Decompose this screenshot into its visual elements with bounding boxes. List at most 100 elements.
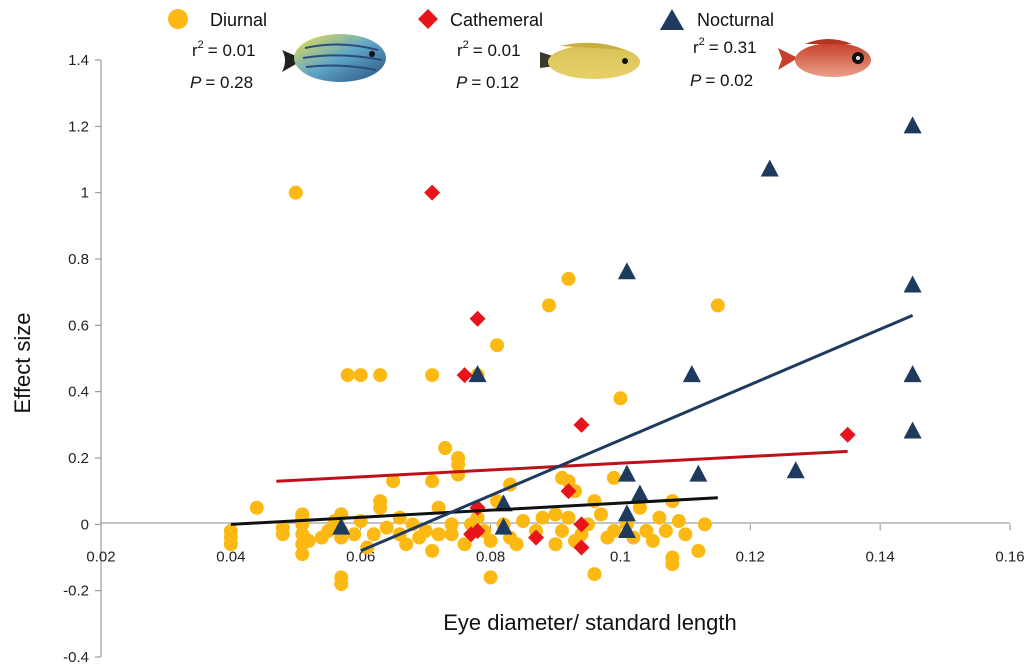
nocturnal-point [332, 517, 351, 535]
nocturnal-point [903, 365, 922, 383]
nocturnal-point [682, 365, 701, 383]
diurnal-point [639, 523, 654, 538]
svg-text:r2= 0.31: r2 = 0.31 [693, 36, 757, 57]
svg-text:P= 0.12: P = 0.12 [456, 73, 519, 92]
cathemeral-point [469, 310, 486, 327]
x-axis-title: Eye diameter/ standard length [443, 610, 737, 635]
svg-text:P= 0.02: P = 0.02 [690, 71, 753, 90]
diurnal-point [574, 527, 589, 542]
svg-text:r2= 0.01: r2 = 0.01 [457, 39, 521, 60]
diurnal-point [593, 507, 608, 522]
diurnal-point [548, 507, 563, 522]
diurnal-point [223, 523, 238, 538]
cathemeral-point [839, 426, 856, 443]
cathemeral-point [528, 529, 545, 546]
diurnal-point [223, 537, 238, 552]
nocturnal-point [617, 464, 636, 482]
diurnal-point [301, 533, 316, 548]
diurnal-point [275, 520, 290, 535]
p-value-diurnal: = 0.28 [205, 73, 253, 92]
nocturnal-point [689, 464, 708, 482]
diurnal-point [561, 510, 576, 525]
diurnal-point [658, 523, 673, 538]
diurnal-point [671, 514, 686, 529]
diurnal-point [606, 523, 621, 538]
diurnal-point [386, 474, 401, 489]
diurnal-point [457, 537, 472, 552]
nocturnal-point [617, 504, 636, 522]
diurnal-point [652, 510, 667, 525]
diurnal-point [379, 520, 394, 535]
x-tick-label: 0.12 [736, 548, 765, 565]
diurnal-point [373, 368, 388, 383]
diurnal-point [483, 533, 498, 548]
p-label-cathemeral: P [456, 73, 468, 92]
nocturnal-point [903, 275, 922, 293]
stats-nocturnal: r2 = 0.31 P = 0.02 [690, 36, 757, 90]
diurnal-point [606, 470, 621, 485]
y-tick-label: 0.8 [68, 251, 89, 268]
cathemeral-point [573, 416, 590, 433]
nocturnal-point [468, 365, 487, 383]
p-value-cathemeral: = 0.12 [471, 73, 519, 92]
nocturnal-point [617, 520, 636, 538]
series-cathemeral-points [424, 184, 856, 556]
diurnal-point [373, 500, 388, 515]
nocturnal-point [494, 517, 513, 535]
diurnal-point [587, 567, 602, 582]
x-tick-label: 0.02 [86, 548, 115, 565]
legend-marker-diurnal [168, 9, 188, 29]
diurnal-point [321, 523, 336, 538]
diurnal-point [561, 271, 576, 286]
legend-label-nocturnal: Nocturnal [697, 10, 774, 30]
diurnal-trend-line [230, 496, 718, 526]
r2-value-nocturnal: = 0.31 [709, 38, 757, 57]
legend-marker-nocturnal [660, 9, 684, 30]
butterflyfish-illustration [540, 42, 640, 79]
legend-label-diurnal: Diurnal [210, 10, 267, 30]
nocturnal-trend-line [360, 314, 914, 553]
legend-label-cathemeral: Cathemeral [450, 10, 543, 30]
diurnal-point [353, 368, 368, 383]
diurnal-point [548, 537, 563, 552]
x-tick-label: 0.04 [216, 548, 245, 565]
x-tick-label: 0.16 [995, 548, 1024, 565]
diurnal-point [470, 510, 485, 525]
r2-value-diurnal: = 0.01 [208, 41, 256, 60]
diurnal-point [418, 523, 433, 538]
diurnal-point [334, 577, 349, 592]
diurnal-point [561, 474, 576, 489]
nocturnal-point [630, 484, 649, 502]
diurnal-point [697, 517, 712, 532]
diurnal-point [392, 510, 407, 525]
cathemeral-point [573, 516, 590, 533]
diurnal-point [438, 441, 453, 456]
x-tick-label: 0.08 [476, 548, 505, 565]
diurnal-point [483, 570, 498, 585]
y-tick-label: 1.4 [68, 52, 89, 69]
p-value-nocturnal: = 0.02 [705, 71, 753, 90]
diurnal-point [295, 507, 310, 522]
diurnal-point [613, 391, 628, 406]
p-label-diurnal: P [190, 73, 202, 92]
diurnal-point [347, 527, 362, 542]
squirrelfish-illustration [778, 39, 871, 77]
cathemeral-point [424, 184, 441, 201]
y-tick-label: 0.2 [68, 450, 89, 467]
diurnal-point [451, 457, 466, 472]
y-tick-label: -0.4 [63, 649, 89, 666]
nocturnal-point [903, 421, 922, 439]
diurnal-point [425, 368, 440, 383]
y-axis-ticks: -0.4 -0.2 0 0.2 0.4 0.6 0.8 1 1.2 1.4 [63, 52, 101, 666]
stats-cathemeral: r2 = 0.01 P = 0.12 [456, 39, 521, 92]
series-nocturnal-points [332, 116, 922, 538]
surgeonfish-illustration [282, 34, 386, 82]
y-tick-label: 0 [81, 516, 89, 533]
r2-label-diurnal: r [192, 41, 198, 60]
diurnal-point [249, 500, 264, 515]
diurnal-point [366, 527, 381, 542]
diurnal-point [691, 543, 706, 558]
p-label-nocturnal: P [690, 71, 702, 90]
diurnal-point [431, 527, 446, 542]
diurnal-point [516, 514, 531, 529]
